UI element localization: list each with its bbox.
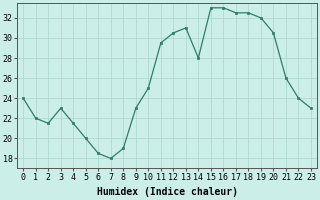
- X-axis label: Humidex (Indice chaleur): Humidex (Indice chaleur): [97, 187, 237, 197]
